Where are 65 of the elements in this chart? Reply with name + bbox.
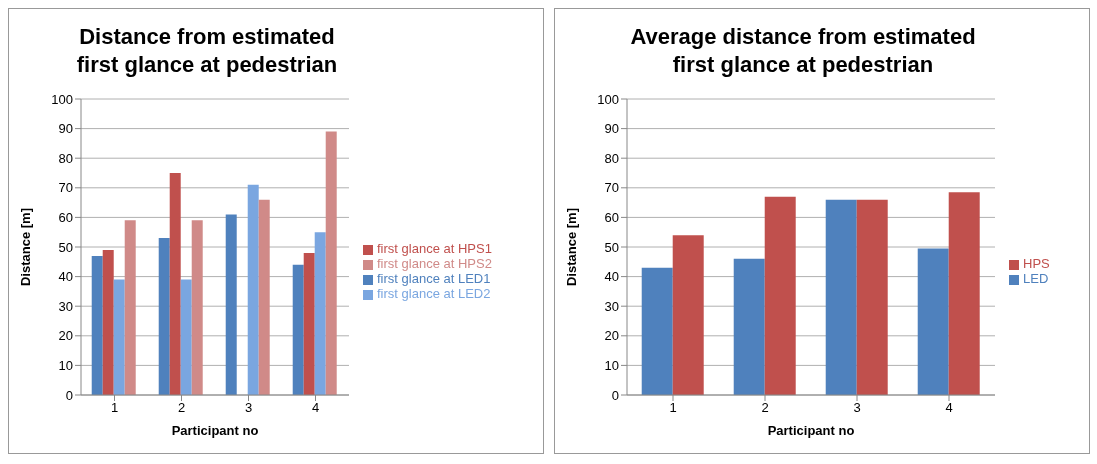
y-tick-label: 60 — [604, 210, 619, 226]
y-tick-label: 70 — [604, 180, 619, 196]
y-tick-label: 40 — [604, 269, 619, 285]
x-tick-label: 3 — [853, 400, 861, 416]
bar — [191, 220, 203, 395]
bar — [856, 199, 888, 395]
bar — [733, 258, 765, 395]
chart-title: Average distance from estimated first glance at pedestrian — [629, 23, 977, 79]
legend-label: HPS — [1023, 256, 1050, 271]
bar — [102, 249, 114, 395]
y-tick-label: 60 — [58, 210, 73, 226]
y-tick-label: 10 — [604, 358, 619, 374]
x-tick-label: 3 — [244, 400, 253, 416]
legend-label: first glance at HPS2 — [377, 256, 492, 271]
y-tick-label: 0 — [611, 387, 619, 403]
y-tick-label: 80 — [58, 150, 73, 166]
x-tick-label: 4 — [311, 400, 320, 416]
bar — [225, 214, 237, 395]
x-axis-title: Participant no — [171, 423, 259, 438]
bar — [180, 279, 192, 395]
x-axis-title: Participant no — [767, 423, 855, 438]
y-tick-label: 50 — [604, 239, 619, 255]
bar — [641, 267, 673, 395]
bar — [247, 184, 259, 395]
bar — [91, 255, 103, 395]
y-tick-label: 90 — [604, 121, 619, 137]
bar — [764, 196, 796, 395]
bar — [124, 220, 136, 395]
legend-label: first glance at LED2 — [377, 286, 491, 301]
legend-label: first glance at HPS1 — [377, 241, 492, 256]
x-tick-label: 1 — [669, 400, 677, 416]
y-tick-label: 30 — [604, 298, 619, 314]
legend-label: first glance at LED1 — [377, 271, 491, 286]
bar — [258, 199, 270, 395]
y-tick-label: 10 — [58, 358, 73, 374]
x-tick-label: 2 — [761, 400, 769, 416]
bar — [917, 248, 949, 395]
y-axis-title: Distance [m] — [563, 207, 579, 287]
bar — [303, 252, 315, 395]
bar — [169, 173, 181, 395]
bar — [113, 279, 125, 395]
y-tick-label: 90 — [58, 121, 73, 137]
bar — [948, 192, 980, 395]
chart-title: Distance from estimated first glance at pedestrian — [75, 23, 339, 79]
bar — [314, 232, 326, 395]
x-tick-label: 4 — [945, 400, 953, 416]
legend-label: LED — [1023, 271, 1049, 286]
y-tick-label: 30 — [58, 298, 73, 314]
bar — [825, 199, 857, 395]
y-tick-label: 20 — [58, 328, 73, 344]
bar — [292, 264, 304, 395]
bar — [158, 238, 170, 395]
y-tick-label: 0 — [65, 387, 73, 403]
y-tick-label: 20 — [604, 328, 619, 344]
y-tick-label: 100 — [597, 91, 619, 107]
x-tick-label: 2 — [177, 400, 186, 416]
y-tick-label: 70 — [58, 180, 73, 196]
y-tick-label: 100 — [51, 91, 73, 107]
bar — [672, 235, 704, 395]
y-axis-title: Distance [m] — [17, 207, 33, 287]
y-tick-label: 50 — [58, 239, 73, 255]
y-tick-label: 80 — [604, 150, 619, 166]
bar — [325, 131, 337, 395]
y-tick-label: 40 — [58, 269, 73, 285]
x-tick-label: 1 — [110, 400, 119, 416]
